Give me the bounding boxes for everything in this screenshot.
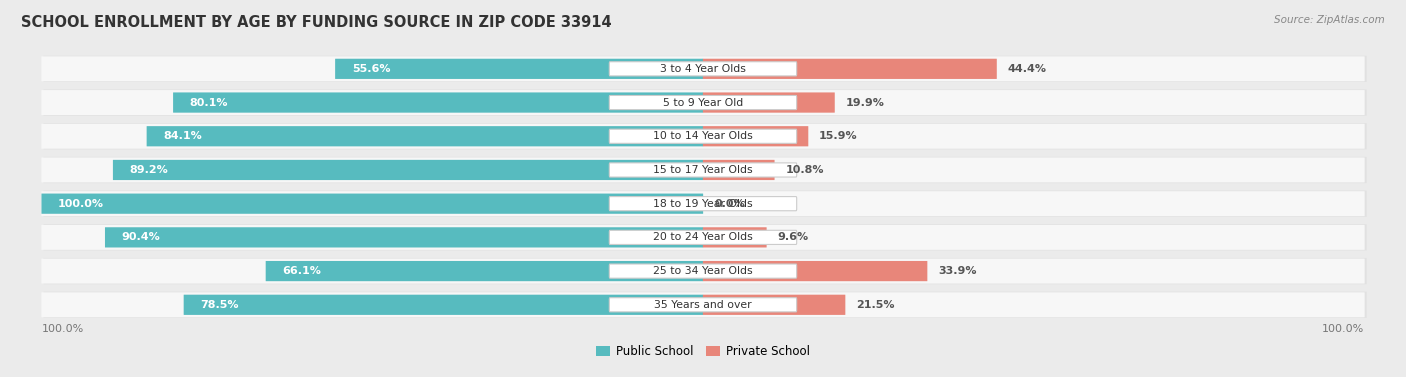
FancyBboxPatch shape — [44, 190, 1367, 217]
Text: 100.0%: 100.0% — [42, 324, 84, 334]
Text: 25 to 34 Year Olds: 25 to 34 Year Olds — [654, 266, 752, 276]
Legend: Public School, Private School: Public School, Private School — [592, 341, 814, 363]
Text: 89.2%: 89.2% — [129, 165, 169, 175]
FancyBboxPatch shape — [44, 292, 1367, 318]
Text: 10 to 14 Year Olds: 10 to 14 Year Olds — [654, 131, 752, 141]
FancyBboxPatch shape — [609, 129, 797, 143]
FancyBboxPatch shape — [703, 261, 928, 281]
FancyBboxPatch shape — [609, 95, 797, 110]
Text: 5 to 9 Year Old: 5 to 9 Year Old — [662, 98, 744, 107]
FancyBboxPatch shape — [44, 123, 1367, 149]
Text: 90.4%: 90.4% — [122, 232, 160, 242]
Text: 100.0%: 100.0% — [1322, 324, 1364, 334]
Text: 10.8%: 10.8% — [786, 165, 824, 175]
FancyBboxPatch shape — [41, 90, 1365, 115]
FancyBboxPatch shape — [609, 264, 797, 278]
Text: 84.1%: 84.1% — [163, 131, 202, 141]
Text: Source: ZipAtlas.com: Source: ZipAtlas.com — [1274, 15, 1385, 25]
FancyBboxPatch shape — [703, 59, 997, 79]
FancyBboxPatch shape — [44, 224, 1367, 251]
Text: 66.1%: 66.1% — [283, 266, 321, 276]
Text: 100.0%: 100.0% — [58, 199, 104, 208]
FancyBboxPatch shape — [41, 158, 1365, 182]
FancyBboxPatch shape — [703, 295, 845, 315]
FancyBboxPatch shape — [173, 92, 703, 113]
Text: 33.9%: 33.9% — [938, 266, 977, 276]
FancyBboxPatch shape — [703, 92, 835, 113]
FancyBboxPatch shape — [112, 160, 703, 180]
FancyBboxPatch shape — [44, 258, 1367, 284]
FancyBboxPatch shape — [41, 259, 1365, 284]
Text: 78.5%: 78.5% — [200, 300, 239, 310]
Text: 18 to 19 Year Olds: 18 to 19 Year Olds — [654, 199, 752, 208]
FancyBboxPatch shape — [703, 160, 775, 180]
FancyBboxPatch shape — [105, 227, 703, 247]
FancyBboxPatch shape — [335, 59, 703, 79]
FancyBboxPatch shape — [44, 56, 1367, 82]
FancyBboxPatch shape — [609, 62, 797, 76]
Text: 19.9%: 19.9% — [845, 98, 884, 107]
Text: 9.6%: 9.6% — [778, 232, 808, 242]
FancyBboxPatch shape — [41, 225, 1365, 250]
FancyBboxPatch shape — [41, 57, 1365, 81]
Text: 44.4%: 44.4% — [1008, 64, 1046, 74]
FancyBboxPatch shape — [41, 292, 1365, 317]
Text: 0.0%: 0.0% — [714, 199, 745, 208]
Text: 15 to 17 Year Olds: 15 to 17 Year Olds — [654, 165, 752, 175]
FancyBboxPatch shape — [609, 230, 797, 244]
FancyBboxPatch shape — [44, 157, 1367, 183]
FancyBboxPatch shape — [703, 227, 766, 247]
Text: 3 to 4 Year Olds: 3 to 4 Year Olds — [659, 64, 747, 74]
Text: 80.1%: 80.1% — [190, 98, 228, 107]
FancyBboxPatch shape — [41, 124, 1365, 149]
Text: 55.6%: 55.6% — [352, 64, 391, 74]
Text: 15.9%: 15.9% — [820, 131, 858, 141]
FancyBboxPatch shape — [184, 295, 703, 315]
FancyBboxPatch shape — [609, 163, 797, 177]
Text: SCHOOL ENROLLMENT BY AGE BY FUNDING SOURCE IN ZIP CODE 33914: SCHOOL ENROLLMENT BY AGE BY FUNDING SOUR… — [21, 15, 612, 30]
FancyBboxPatch shape — [609, 196, 797, 211]
Text: 35 Years and over: 35 Years and over — [654, 300, 752, 310]
FancyBboxPatch shape — [42, 193, 703, 214]
FancyBboxPatch shape — [41, 191, 1365, 216]
Text: 20 to 24 Year Olds: 20 to 24 Year Olds — [654, 232, 752, 242]
FancyBboxPatch shape — [266, 261, 703, 281]
FancyBboxPatch shape — [703, 126, 808, 146]
Text: 21.5%: 21.5% — [856, 300, 894, 310]
FancyBboxPatch shape — [44, 89, 1367, 116]
FancyBboxPatch shape — [146, 126, 703, 146]
FancyBboxPatch shape — [609, 298, 797, 312]
